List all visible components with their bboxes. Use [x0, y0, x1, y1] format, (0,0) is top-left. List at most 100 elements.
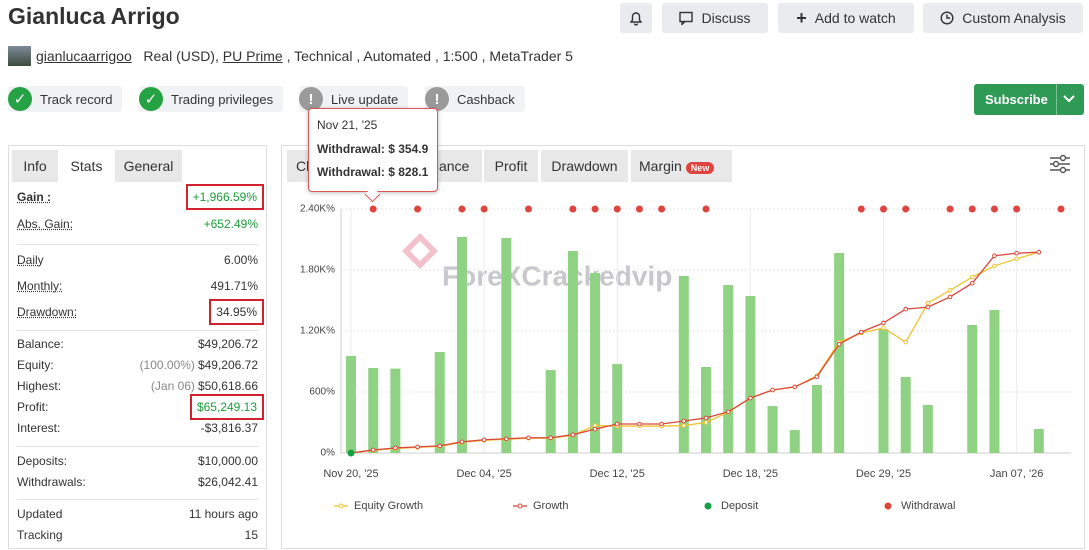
stat-value: $10,000.00	[197, 454, 258, 468]
button-label: Discuss	[701, 10, 751, 26]
stat-label: Gain :	[17, 190, 52, 204]
stat-value: 15	[244, 528, 258, 542]
line-point	[903, 339, 908, 345]
separator	[17, 244, 258, 245]
bar	[612, 364, 623, 453]
stat-row: Profit: $65,249.13	[17, 394, 265, 420]
bar	[1033, 429, 1044, 453]
line-point	[459, 439, 465, 445]
line-point	[725, 409, 731, 415]
event-marker	[480, 205, 488, 213]
subscribe-button[interactable]: Subscribe	[974, 84, 1084, 115]
legend-swatch	[338, 503, 344, 509]
discuss-button[interactable]: Discuss	[662, 3, 768, 33]
line-point	[947, 294, 953, 300]
separator	[17, 499, 258, 500]
tooltip-line: Withdrawal: $ 354.9	[317, 142, 429, 156]
tooltip-date: Nov 21, '25	[317, 118, 378, 132]
line-point	[992, 253, 997, 259]
event-marker	[1057, 205, 1065, 213]
stat-value: 11 hours ago	[188, 507, 258, 521]
account-type: Real (USD),	[143, 48, 219, 64]
badge: ✓ Trading privileges	[139, 86, 284, 112]
stats-panel: Info Stats General Gain : +1,966.59% Abs. …	[8, 145, 267, 549]
stat-note: (Jan 06)	[150, 379, 195, 393]
stat-label: Interest:	[17, 421, 61, 435]
broker[interactable]: PU Prime	[222, 48, 283, 64]
stat-label: Monthly:	[17, 279, 63, 293]
chevron	[1063, 95, 1075, 103]
event-marker	[990, 205, 998, 213]
watermark: ForeXCrackedvip	[402, 233, 672, 291]
tab[interactable]: Margin New	[631, 150, 732, 182]
chart-panel: Chart Balance Profit Drawdown Margin New…	[281, 145, 1085, 549]
y-tick-label: 1.80K%	[300, 265, 335, 276]
separator	[17, 330, 258, 331]
stat-row: Monthly: 491.71%	[17, 276, 258, 296]
stat-value: $49,206.72	[197, 358, 258, 372]
line-point	[947, 288, 953, 293]
y-tick-label: 1.20K%	[300, 326, 335, 337]
stat-value: $26,042.41	[197, 475, 258, 489]
stat-value: +1,966.59%	[185, 184, 265, 210]
stat-row: Drawdown: 34.95%	[17, 299, 264, 325]
avatar	[8, 46, 31, 66]
stat-row: Gain : +1,966.59%	[17, 184, 265, 210]
legend-swatch	[884, 502, 892, 510]
stat-label: Tracking	[17, 528, 63, 542]
bar	[567, 250, 578, 453]
stat-row: Abs. Gain: +652.49%	[17, 214, 258, 234]
bell-button[interactable]	[620, 3, 652, 33]
line-point	[504, 436, 509, 442]
bar	[701, 366, 711, 453]
event-marker	[347, 449, 355, 457]
tab[interactable]: Info	[12, 150, 58, 182]
username[interactable]: gianlucaarrigoo	[36, 48, 132, 64]
new-badge: New	[685, 162, 715, 174]
analysis-button[interactable]: Custom Analysis	[923, 3, 1083, 33]
legend-label: Withdrawal	[901, 500, 955, 512]
tab[interactable]: Profit	[484, 150, 538, 182]
badge: ! Cashback	[425, 86, 525, 112]
stat-value: -$3,816.37	[200, 421, 258, 435]
line-point	[814, 374, 820, 380]
line-point	[526, 435, 531, 441]
plus-icon: +	[796, 7, 807, 28]
line-point	[570, 432, 576, 438]
tab-active[interactable]: Stats	[60, 150, 113, 182]
line-point	[881, 320, 886, 326]
badge: ✓ Track record	[8, 86, 123, 112]
event-marker	[591, 205, 599, 213]
watch-button[interactable]: + Add to watch	[778, 3, 914, 33]
x-tick-label: Jan 07, '26	[990, 468, 1043, 480]
bar	[811, 384, 822, 453]
stat-row: Interest: -$3,816.37	[17, 418, 258, 438]
badge-label: Cashback	[457, 91, 515, 107]
line-point	[881, 325, 886, 331]
button-label: Custom Analysis	[962, 10, 1066, 26]
line	[350, 251, 1039, 454]
stat-row: Daily 6.00%	[17, 250, 258, 270]
watermark-text: ForeXCrackedvip	[442, 260, 672, 291]
event-marker	[702, 205, 710, 213]
stat-row: Withdrawals: $26,042.41	[17, 472, 258, 492]
settings-icon[interactable]	[1049, 154, 1071, 174]
tab[interactable]: Drawdown	[541, 150, 628, 182]
bell-icon	[629, 12, 643, 26]
stat-row: Equity: (100.00%) $49,206.72	[17, 355, 258, 375]
tab[interactable]: General	[115, 150, 182, 182]
y-tick-label: 0%	[321, 448, 336, 459]
stat-label: Profit:	[17, 400, 49, 414]
line-point	[1014, 250, 1019, 256]
x-tick-label: Dec 12, '25	[590, 468, 645, 480]
stat-value: 34.95%	[209, 299, 264, 325]
y-tick-label: 600%	[309, 387, 335, 398]
bar	[834, 253, 845, 453]
bar	[434, 352, 445, 453]
bar	[723, 285, 734, 453]
event-marker	[414, 205, 422, 213]
legend-label: Deposit	[721, 500, 758, 512]
stat-row: Updated 11 hours ago	[17, 504, 258, 524]
bar	[590, 273, 601, 453]
account-details: , Technical , Automated , 1:500 , MetaTr…	[286, 48, 573, 64]
